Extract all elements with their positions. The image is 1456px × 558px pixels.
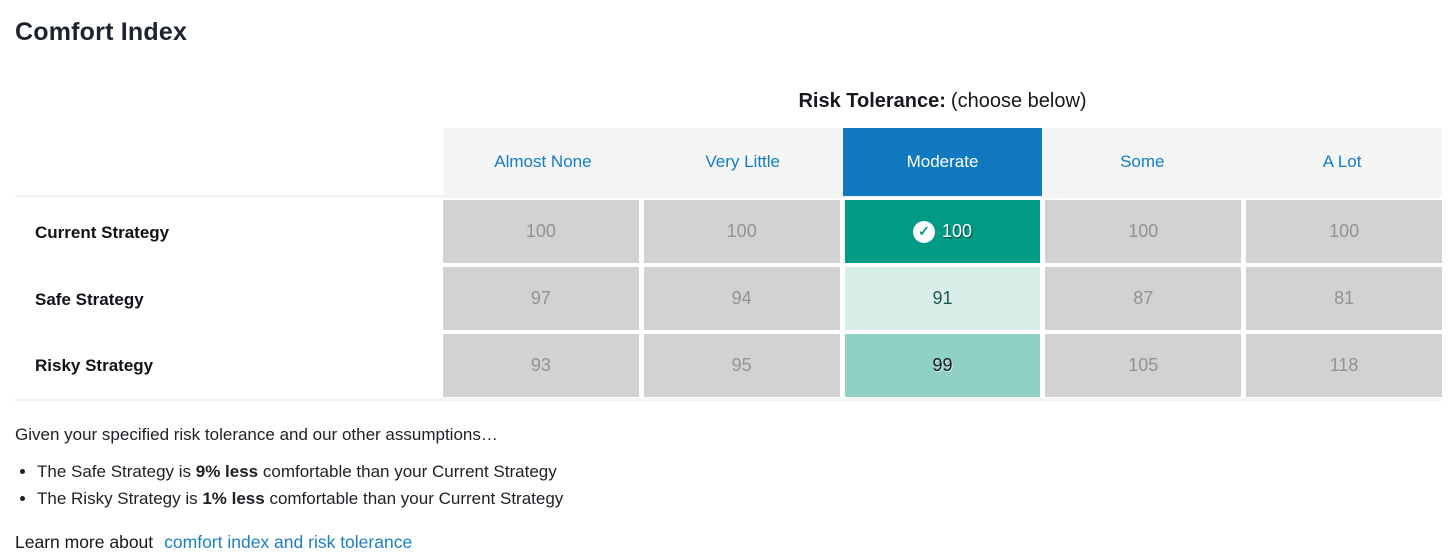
cell-safe-moderate-selected: 91 — [844, 267, 1041, 330]
risk-tolerance-hint: (choose below) — [950, 90, 1087, 112]
row-separator-bottom — [15, 398, 1441, 402]
risk-tolerance-header: Risk Tolerance: (choose below) — [443, 90, 1442, 113]
cell-risky-moderate-selected: 99 — [844, 334, 1041, 397]
tolerance-option-very-little[interactable]: Very Little — [705, 152, 781, 171]
row-label-risky-strategy: Risky Strategy — [35, 356, 154, 375]
cell-value: 95 — [731, 355, 752, 375]
bullet-text: comfortable than your Current Strategy — [264, 489, 564, 508]
cell-safe-almost-none: 97 — [443, 267, 639, 330]
row-separator-top — [15, 195, 1441, 198]
comfort-index-grid: 100 100 ✓ 100 100 100 97 94 91 87 81 93 … — [443, 200, 1442, 397]
cell-current-almost-none: 100 — [443, 200, 639, 263]
cell-current-very-little: 100 — [643, 200, 840, 263]
comfort-index-link[interactable]: comfort index and risk tolerance — [164, 532, 413, 552]
risk-tolerance-options: Almost None Very Little Moderate Some A … — [443, 128, 1442, 196]
tolerance-option-a-lot[interactable]: A Lot — [1322, 152, 1362, 171]
summary-intro: Given your specified risk tolerance and … — [15, 425, 498, 444]
tolerance-option-almost-none[interactable]: Almost None — [494, 152, 592, 171]
cell-value: 100 — [726, 221, 757, 241]
summary-bullet-risky: The Risky Strategy is 1% less comfortabl… — [37, 485, 563, 512]
cell-value: 99 — [932, 355, 953, 375]
summary-bullet-safe: The Safe Strategy is 9% less comfortable… — [37, 458, 563, 485]
check-icon: ✓ — [912, 220, 935, 243]
cell-value: 100 — [1329, 221, 1360, 241]
tolerance-option-moderate[interactable]: Moderate — [842, 128, 1043, 196]
row-label-current-strategy: Current Strategy — [35, 223, 170, 242]
learn-more-prefix: Learn more about — [15, 532, 154, 552]
risk-tolerance-label: Risk Tolerance: — [798, 90, 946, 112]
cell-current-a-lot: 100 — [1246, 200, 1442, 263]
cell-value: 118 — [1329, 355, 1359, 375]
row-label-safe-strategy: Safe Strategy — [35, 290, 144, 309]
learn-more-row: Learn more about comfort index and risk t… — [15, 532, 412, 553]
cell-safe-a-lot: 81 — [1246, 267, 1442, 330]
bullet-text: comfortable than your Current Strategy — [258, 462, 557, 481]
bullet-text: The Risky Strategy is — [37, 489, 203, 508]
cell-value: 100 — [525, 221, 556, 241]
bullet-emphasis: 9% less — [195, 462, 259, 481]
cell-value: 94 — [731, 288, 752, 308]
bullet-text: The Safe Strategy is — [37, 462, 196, 481]
cell-value: 100 — [1128, 221, 1159, 241]
cell-risky-almost-none: 93 — [443, 334, 639, 397]
bullet-emphasis: 1% less — [202, 489, 265, 508]
cell-value: 97 — [530, 288, 551, 308]
cell-safe-some: 87 — [1045, 267, 1242, 330]
page-title: Comfort Index — [15, 18, 188, 46]
cell-value: 100 — [941, 221, 973, 241]
tolerance-option-some[interactable]: Some — [1120, 152, 1165, 171]
cell-value: 87 — [1133, 288, 1154, 308]
cell-value: 91 — [932, 288, 953, 308]
cell-risky-very-little: 95 — [643, 334, 840, 397]
cell-value: 105 — [1128, 355, 1159, 375]
summary-bullets: The Safe Strategy is 9% less comfortable… — [15, 458, 563, 512]
cell-current-some: 100 — [1045, 200, 1242, 263]
cell-safe-very-little: 94 — [643, 267, 840, 330]
cell-current-moderate-selected: ✓ 100 — [844, 200, 1041, 263]
cell-risky-a-lot: 118 — [1246, 334, 1442, 397]
cell-risky-some: 105 — [1045, 334, 1242, 397]
cell-value: 81 — [1334, 288, 1355, 308]
cell-value: 93 — [530, 355, 551, 375]
